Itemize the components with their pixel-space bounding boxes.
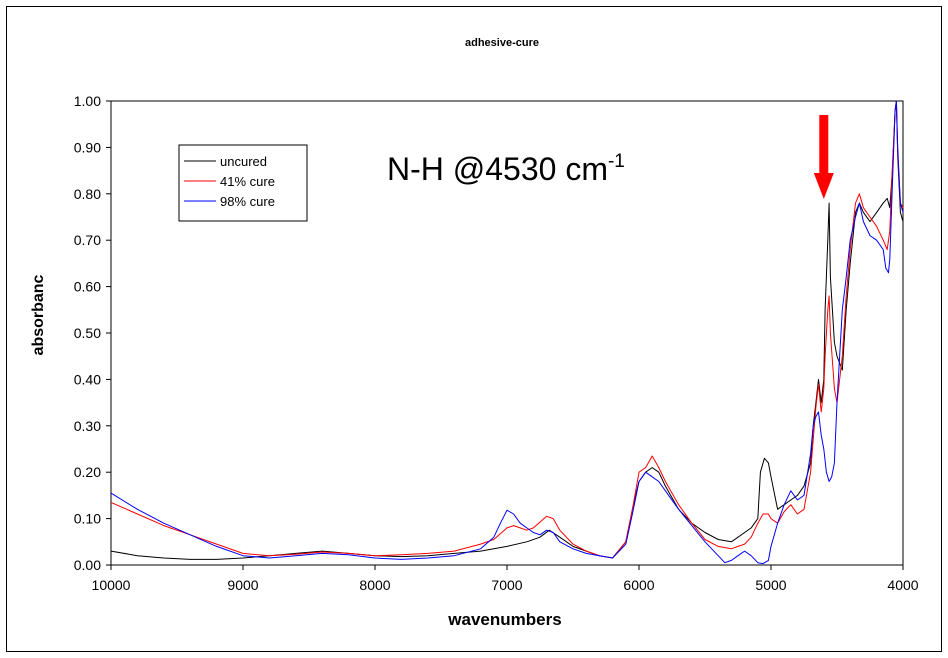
- y-tick-label: 0.10: [74, 511, 101, 527]
- x-tick-label: 4000: [887, 577, 918, 593]
- series-group: [110, 100, 904, 565]
- arrow-shaft: [819, 115, 829, 175]
- y-tick-label: 0.50: [74, 325, 101, 341]
- annotation-superscript: -1: [608, 151, 625, 172]
- legend-items: uncured 41% cure 98% cure: [184, 154, 275, 209]
- arrow-down-icon: [813, 115, 834, 199]
- x-tick-label: 7000: [491, 577, 522, 593]
- x-tick-label: 10000: [92, 577, 131, 593]
- y-tick-label: 0.90: [74, 139, 101, 155]
- y-tick-label: 0.20: [74, 464, 101, 480]
- chart-frame: adhesive-cure absorbanc wavenumbers 1000…: [6, 6, 942, 652]
- y-tick-label: 0.30: [74, 418, 101, 434]
- y-tick-label: 0.00: [74, 557, 101, 573]
- series-line-2: [110, 100, 904, 559]
- x-axis-label: wavenumbers: [447, 610, 561, 629]
- x-tick-label: 9000: [227, 577, 258, 593]
- legend-label: uncured: [220, 154, 267, 169]
- x-tick-label: 8000: [359, 577, 390, 593]
- y-tick-label: 0.40: [74, 371, 101, 387]
- y-ticks: 0.00 0.10 0.20 0.30 0.40 0.50 0.60 0.70 0.80 0.90…: [74, 93, 111, 573]
- y-tick-label: 0.60: [74, 279, 101, 295]
- x-tick-label: 5000: [755, 577, 786, 593]
- legend-label: 41% cure: [220, 174, 275, 189]
- y-tick-label: 1.00: [74, 93, 101, 109]
- y-axis-label: absorbanc: [30, 274, 47, 355]
- x-ticks: 10000 9000 8000 7000 6000 5000 4000: [92, 565, 919, 593]
- arrow-head: [813, 173, 834, 199]
- annotation: N-H @4530 cm-1: [387, 115, 834, 199]
- x-tick-label: 6000: [623, 577, 654, 593]
- annotation-text: N-H @4530 cm-1: [387, 151, 625, 187]
- series-line-1: [110, 100, 904, 560]
- y-tick-label: 0.80: [74, 186, 101, 202]
- series-line-3: [110, 100, 904, 565]
- legend-label: 98% cure: [220, 194, 275, 209]
- legend-box: [178, 144, 308, 222]
- legend: uncured 41% cure 98% cure: [178, 144, 308, 222]
- absorbance-chart: adhesive-cure absorbanc wavenumbers 1000…: [30, 37, 919, 629]
- annotation-main: N-H @4530 cm: [387, 151, 608, 187]
- y-tick-label: 0.70: [74, 232, 101, 248]
- chart-title: adhesive-cure: [465, 37, 539, 49]
